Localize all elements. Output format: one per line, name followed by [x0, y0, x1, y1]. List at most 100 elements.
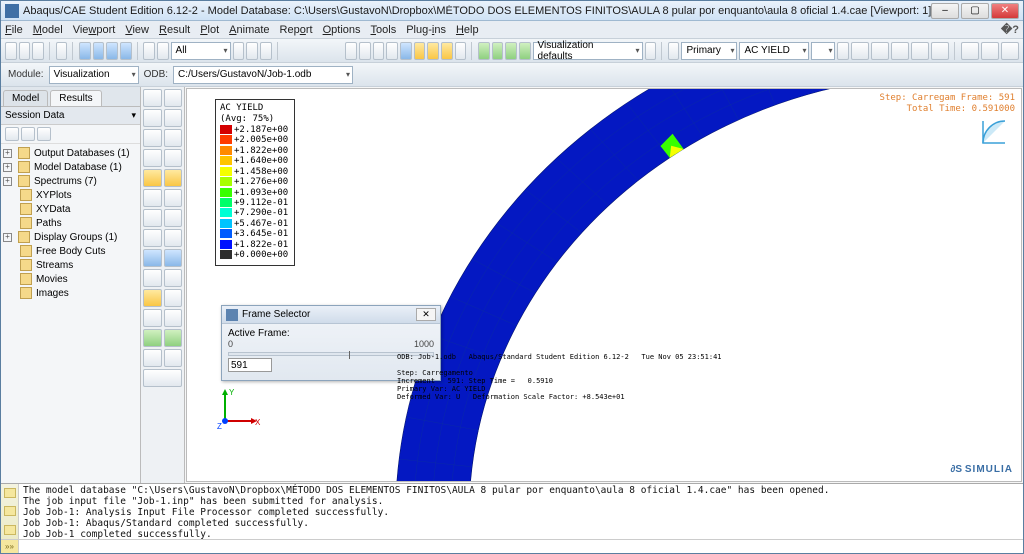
tbx-5-icon[interactable] [143, 129, 162, 147]
tree-item[interactable]: +Model Database (1) [1, 160, 140, 174]
tbx-2-icon[interactable] [164, 89, 183, 107]
tool-y3-icon[interactable] [441, 42, 453, 60]
tbx-11-icon[interactable] [143, 189, 162, 207]
tool-g-icon[interactable] [668, 42, 680, 60]
tool-arrow-icon[interactable] [455, 42, 467, 60]
tbx-4-icon[interactable] [164, 109, 183, 127]
tree-item[interactable]: XYData [1, 202, 140, 216]
tree-tool2-icon[interactable] [21, 127, 35, 141]
tree-item[interactable]: Movies [1, 272, 140, 286]
tbx-22-icon[interactable] [164, 289, 183, 307]
tool-cam1-icon[interactable] [961, 42, 979, 60]
menu-plot[interactable]: Plot [200, 24, 219, 36]
tbx-8-icon[interactable] [164, 149, 183, 167]
tbx-21-icon[interactable] [143, 289, 162, 307]
tool-vp2-icon[interactable] [359, 42, 371, 60]
tool-mesh2-icon[interactable] [492, 42, 504, 60]
menu-report[interactable]: Report [280, 24, 313, 36]
menu-viewport[interactable]: Viewport [73, 24, 116, 36]
render-style-combo[interactable]: Visualization defaults [533, 42, 643, 60]
session-data-header[interactable]: Session Data▾ [1, 107, 140, 125]
tbx-14-icon[interactable] [164, 209, 183, 227]
tool-info-icon[interactable] [400, 42, 412, 60]
tbx-25-icon[interactable] [143, 329, 162, 347]
frame-input[interactable] [228, 358, 272, 372]
tool-new-icon[interactable] [5, 42, 17, 60]
odb-combo[interactable]: C:/Users/GustavoN/Job-1.odb [173, 66, 353, 84]
tbx-13-icon[interactable] [143, 209, 162, 227]
module-combo[interactable]: Visualization [49, 66, 139, 84]
tool-rotate-icon[interactable] [93, 42, 105, 60]
menu-model[interactable]: Model [33, 24, 63, 36]
menu-help[interactable]: Help [456, 24, 479, 36]
tool-mesh3-icon[interactable] [505, 42, 517, 60]
menu-animate[interactable]: Animate [229, 24, 269, 36]
component-combo[interactable] [811, 42, 835, 60]
tbx-9-icon[interactable] [143, 169, 162, 187]
anim-last-icon[interactable] [931, 42, 949, 60]
menu-file[interactable]: File [5, 24, 23, 36]
tbx-28-icon[interactable] [164, 349, 183, 367]
var-type-combo[interactable]: Primary [681, 42, 737, 60]
tbx-1-icon[interactable] [143, 89, 162, 107]
select-scope-combo[interactable]: All [171, 42, 231, 60]
tree-item[interactable]: +Output Databases (1) [1, 146, 140, 160]
tbx-16-icon[interactable] [164, 229, 183, 247]
tbx-24-icon[interactable] [164, 309, 183, 327]
menu-tools[interactable]: Tools [371, 24, 397, 36]
tool-vp3-icon[interactable] [373, 42, 385, 60]
tool-open-icon[interactable] [19, 42, 31, 60]
tbx-19-icon[interactable] [143, 269, 162, 287]
tab-model[interactable]: Model [3, 90, 48, 106]
tbx-12-icon[interactable] [164, 189, 183, 207]
tool-e-icon[interactable] [260, 42, 272, 60]
tree-item[interactable]: XYPlots [1, 188, 140, 202]
tree-tool1-icon[interactable] [5, 127, 19, 141]
tool-cam2-icon[interactable] [981, 42, 999, 60]
tbx-6-icon[interactable] [164, 129, 183, 147]
tool-mesh1-icon[interactable] [478, 42, 490, 60]
tool-mesh4-icon[interactable] [519, 42, 531, 60]
tbx-7-icon[interactable] [143, 149, 162, 167]
maximize-button[interactable]: ▢ [961, 3, 989, 19]
menu-question-icon[interactable]: �? [1001, 23, 1019, 36]
tree-item[interactable]: Free Body Cuts [1, 244, 140, 258]
tree-item[interactable]: +Display Groups (1) [1, 230, 140, 244]
menu-plugins[interactable]: Plug-ins [406, 24, 446, 36]
tool-d-icon[interactable] [246, 42, 258, 60]
tool-h-icon[interactable] [837, 42, 849, 60]
tbx-23-icon[interactable] [143, 309, 162, 327]
anim-play-icon[interactable] [891, 42, 909, 60]
tbx-20-icon[interactable] [164, 269, 183, 287]
tool-fit-icon[interactable] [120, 42, 132, 60]
menu-result[interactable]: Result [159, 24, 190, 36]
tool-y1-icon[interactable] [414, 42, 426, 60]
field-output-combo[interactable]: AC YIELD [739, 42, 809, 60]
tool-vp1-icon[interactable] [345, 42, 357, 60]
menu-options[interactable]: Options [323, 24, 361, 36]
anim-prev-icon[interactable] [871, 42, 889, 60]
tree-tool3-icon[interactable] [37, 127, 51, 141]
tree-item[interactable]: Paths [1, 216, 140, 230]
tab-results[interactable]: Results [50, 90, 101, 106]
tbx-15-icon[interactable] [143, 229, 162, 247]
tbx-26-icon[interactable] [164, 329, 183, 347]
tbx-10-icon[interactable] [164, 169, 183, 187]
tool-y2-icon[interactable] [427, 42, 439, 60]
tbx-27-icon[interactable] [143, 349, 162, 367]
tbx-29-icon[interactable] [143, 369, 182, 387]
message-log[interactable]: The model database "C:\Users\GustavoN\Dr… [19, 484, 1023, 539]
cli-prompt[interactable]: »» [1, 539, 1023, 553]
tool-print-icon[interactable] [56, 42, 68, 60]
tree-item[interactable]: Streams [1, 258, 140, 272]
anim-next-icon[interactable] [911, 42, 929, 60]
tree-item[interactable]: +Spectrums (7) [1, 174, 140, 188]
tool-cam3-icon[interactable] [1001, 42, 1019, 60]
tool-c-icon[interactable] [233, 42, 245, 60]
tool-save-icon[interactable] [32, 42, 44, 60]
tool-vp4-icon[interactable] [386, 42, 398, 60]
tbx-18-icon[interactable] [164, 249, 183, 267]
minimize-button[interactable]: – [931, 3, 959, 19]
tbx-17-icon[interactable] [143, 249, 162, 267]
tool-b-icon[interactable] [157, 42, 169, 60]
